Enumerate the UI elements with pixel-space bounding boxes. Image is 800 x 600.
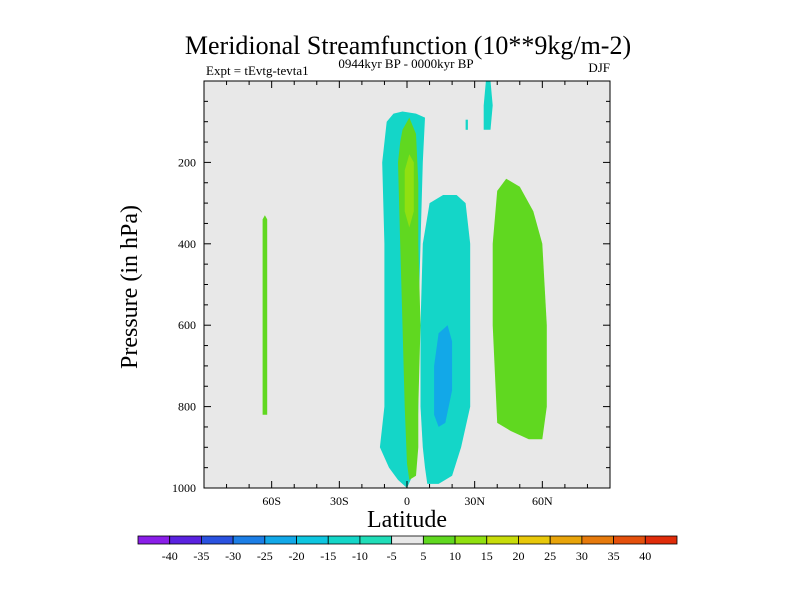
x-tick-label: 60S [262, 494, 281, 508]
y-axis-label: Pressure (in hPa) [117, 205, 143, 369]
x-tick-label: 30S [330, 494, 349, 508]
colorbar-swatch [296, 535, 329, 545]
colorbar-label: 35 [608, 549, 620, 563]
experiment-label: Expt = tEvtg-tevta1 [206, 63, 309, 78]
colorbar-swatch [422, 535, 456, 545]
colorbar-label: 30 [576, 549, 588, 563]
contour-region-upper-small-spike [465, 119, 468, 130]
colorbar-swatch [232, 535, 266, 545]
colorbar-swatch [644, 535, 678, 545]
colorbar-label: -10 [352, 549, 368, 563]
colorbar-swatch [359, 535, 393, 545]
colorbar-label: 10 [449, 549, 461, 563]
colorbar-swatch [518, 535, 551, 545]
colorbar-label: -40 [162, 549, 178, 563]
colorbar-swatch [613, 535, 646, 545]
y-tick-label: 400 [178, 237, 196, 251]
colorbar-label: -20 [289, 549, 305, 563]
x-axis-label: Latitude [367, 507, 447, 533]
colorbar-swatch [201, 535, 234, 545]
colorbar-swatch [391, 535, 424, 545]
y-tick-label: 1000 [172, 481, 196, 495]
colorbar: -40 -35 -30 -25 -20 -15 -10 -5 5 10 15 20 25 30 35 40 [137, 535, 678, 563]
x-tick-label: 30N [464, 494, 485, 508]
contour-region-upper-negative-spike [483, 81, 493, 130]
colorbar-label: -25 [257, 549, 273, 563]
colorbar-label: 40 [639, 549, 651, 563]
colorbar-label: 5 [420, 549, 426, 563]
contour-regions [262, 81, 547, 488]
contour-region-southern-positive-sliver [262, 215, 268, 415]
contour-region-subtropical-negative-core [434, 325, 453, 427]
colorbar-label: 25 [544, 549, 556, 563]
colorbar-label: 20 [512, 549, 524, 563]
colorbar-label: -35 [193, 549, 209, 563]
colorbar-swatch [486, 535, 519, 545]
contour-region-equatorial-positive-core [404, 154, 414, 228]
axis-ticks: 60S 30S 0 30N 60N 200 400 600 800 1000 [172, 81, 610, 508]
colorbar-swatch [169, 535, 202, 545]
chart-title: Meridional Streamfunction (10**9kg/m-2) [185, 31, 631, 60]
colorbar-label: -15 [320, 549, 336, 563]
colorbar-swatch [581, 535, 614, 545]
colorbar-swatch [549, 535, 583, 545]
colorbar-swatch [264, 535, 297, 545]
season-label: DJF [588, 60, 610, 75]
colorbar-swatch [327, 535, 361, 545]
x-tick-label: 0 [404, 494, 410, 508]
colorbar-swatch [137, 535, 171, 545]
y-tick-label: 600 [178, 318, 196, 332]
y-tick-label: 800 [178, 400, 196, 414]
period-label: 0944kyr BP - 0000kyr BP [338, 56, 473, 71]
y-tick-label: 200 [178, 155, 196, 169]
contour-region-midlat-positive [492, 178, 547, 440]
colorbar-label: -5 [387, 549, 397, 563]
contour-region-equatorial-positive [398, 117, 421, 480]
colorbar-label: -30 [225, 549, 241, 563]
colorbar-label: 15 [481, 549, 493, 563]
x-tick-label: 60N [532, 494, 553, 508]
colorbar-swatch [454, 535, 488, 545]
